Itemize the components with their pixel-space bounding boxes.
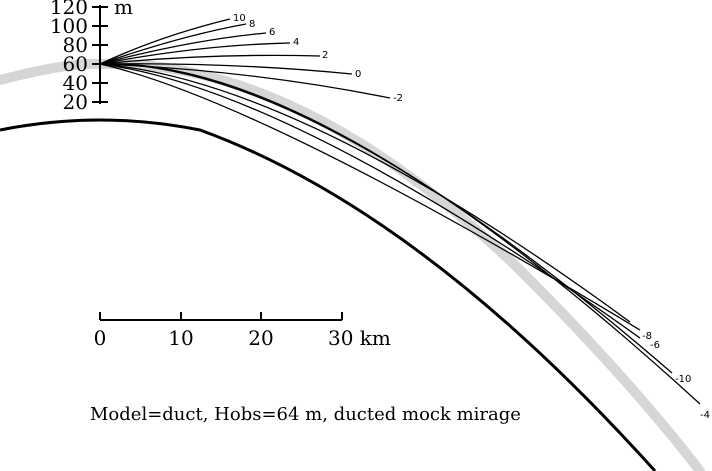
ray <box>99 63 631 323</box>
ray-label: 10 <box>233 13 246 24</box>
ray <box>99 18 231 65</box>
ray-labels: 10 8 6 4 2 0 -2 -8 -6 -10 -4 <box>233 13 710 421</box>
ray <box>99 63 641 339</box>
ray <box>99 63 673 374</box>
height-tick-label: 120 <box>50 0 88 19</box>
ray-label: 6 <box>269 27 275 38</box>
height-tick-label: 20 <box>63 90 88 114</box>
height-scale: 120 100 80 60 40 20 m <box>50 0 133 114</box>
distance-tick-label: 30 km <box>328 326 391 350</box>
height-tick-label: 80 <box>63 33 88 57</box>
distance-tick-label: 20 <box>248 326 273 350</box>
ray <box>99 32 267 65</box>
ray-label: -10 <box>675 374 691 385</box>
height-tick-label: 60 <box>63 52 88 76</box>
ray-label: 2 <box>322 50 328 61</box>
distance-tick-label: 10 <box>168 326 193 350</box>
ray-label: -4 <box>700 410 710 421</box>
distance-tick-label: 0 <box>94 326 107 350</box>
height-tick-label: 40 <box>63 71 88 95</box>
ray <box>99 63 353 75</box>
ray-label: 0 <box>355 69 361 80</box>
rays <box>99 18 701 405</box>
ray-label: -6 <box>650 340 660 351</box>
figure-caption: Model=duct, Hobs=64 m, ducted mock mirag… <box>90 404 521 425</box>
ray-label: 8 <box>249 19 255 30</box>
ray <box>99 63 701 405</box>
reference-horizon-curve <box>0 58 705 471</box>
ray <box>99 54 321 65</box>
ray <box>99 63 641 331</box>
ray <box>99 23 247 65</box>
distance-scale: 0 10 20 30 km <box>94 312 391 350</box>
ray-label: 4 <box>293 37 299 48</box>
earth-surface-curve <box>0 118 657 471</box>
height-tick-label: 100 <box>50 14 88 38</box>
height-unit-label: m <box>114 0 133 19</box>
ray-label: -2 <box>393 93 403 104</box>
ray-label: -8 <box>642 331 652 342</box>
ray <box>99 42 291 65</box>
